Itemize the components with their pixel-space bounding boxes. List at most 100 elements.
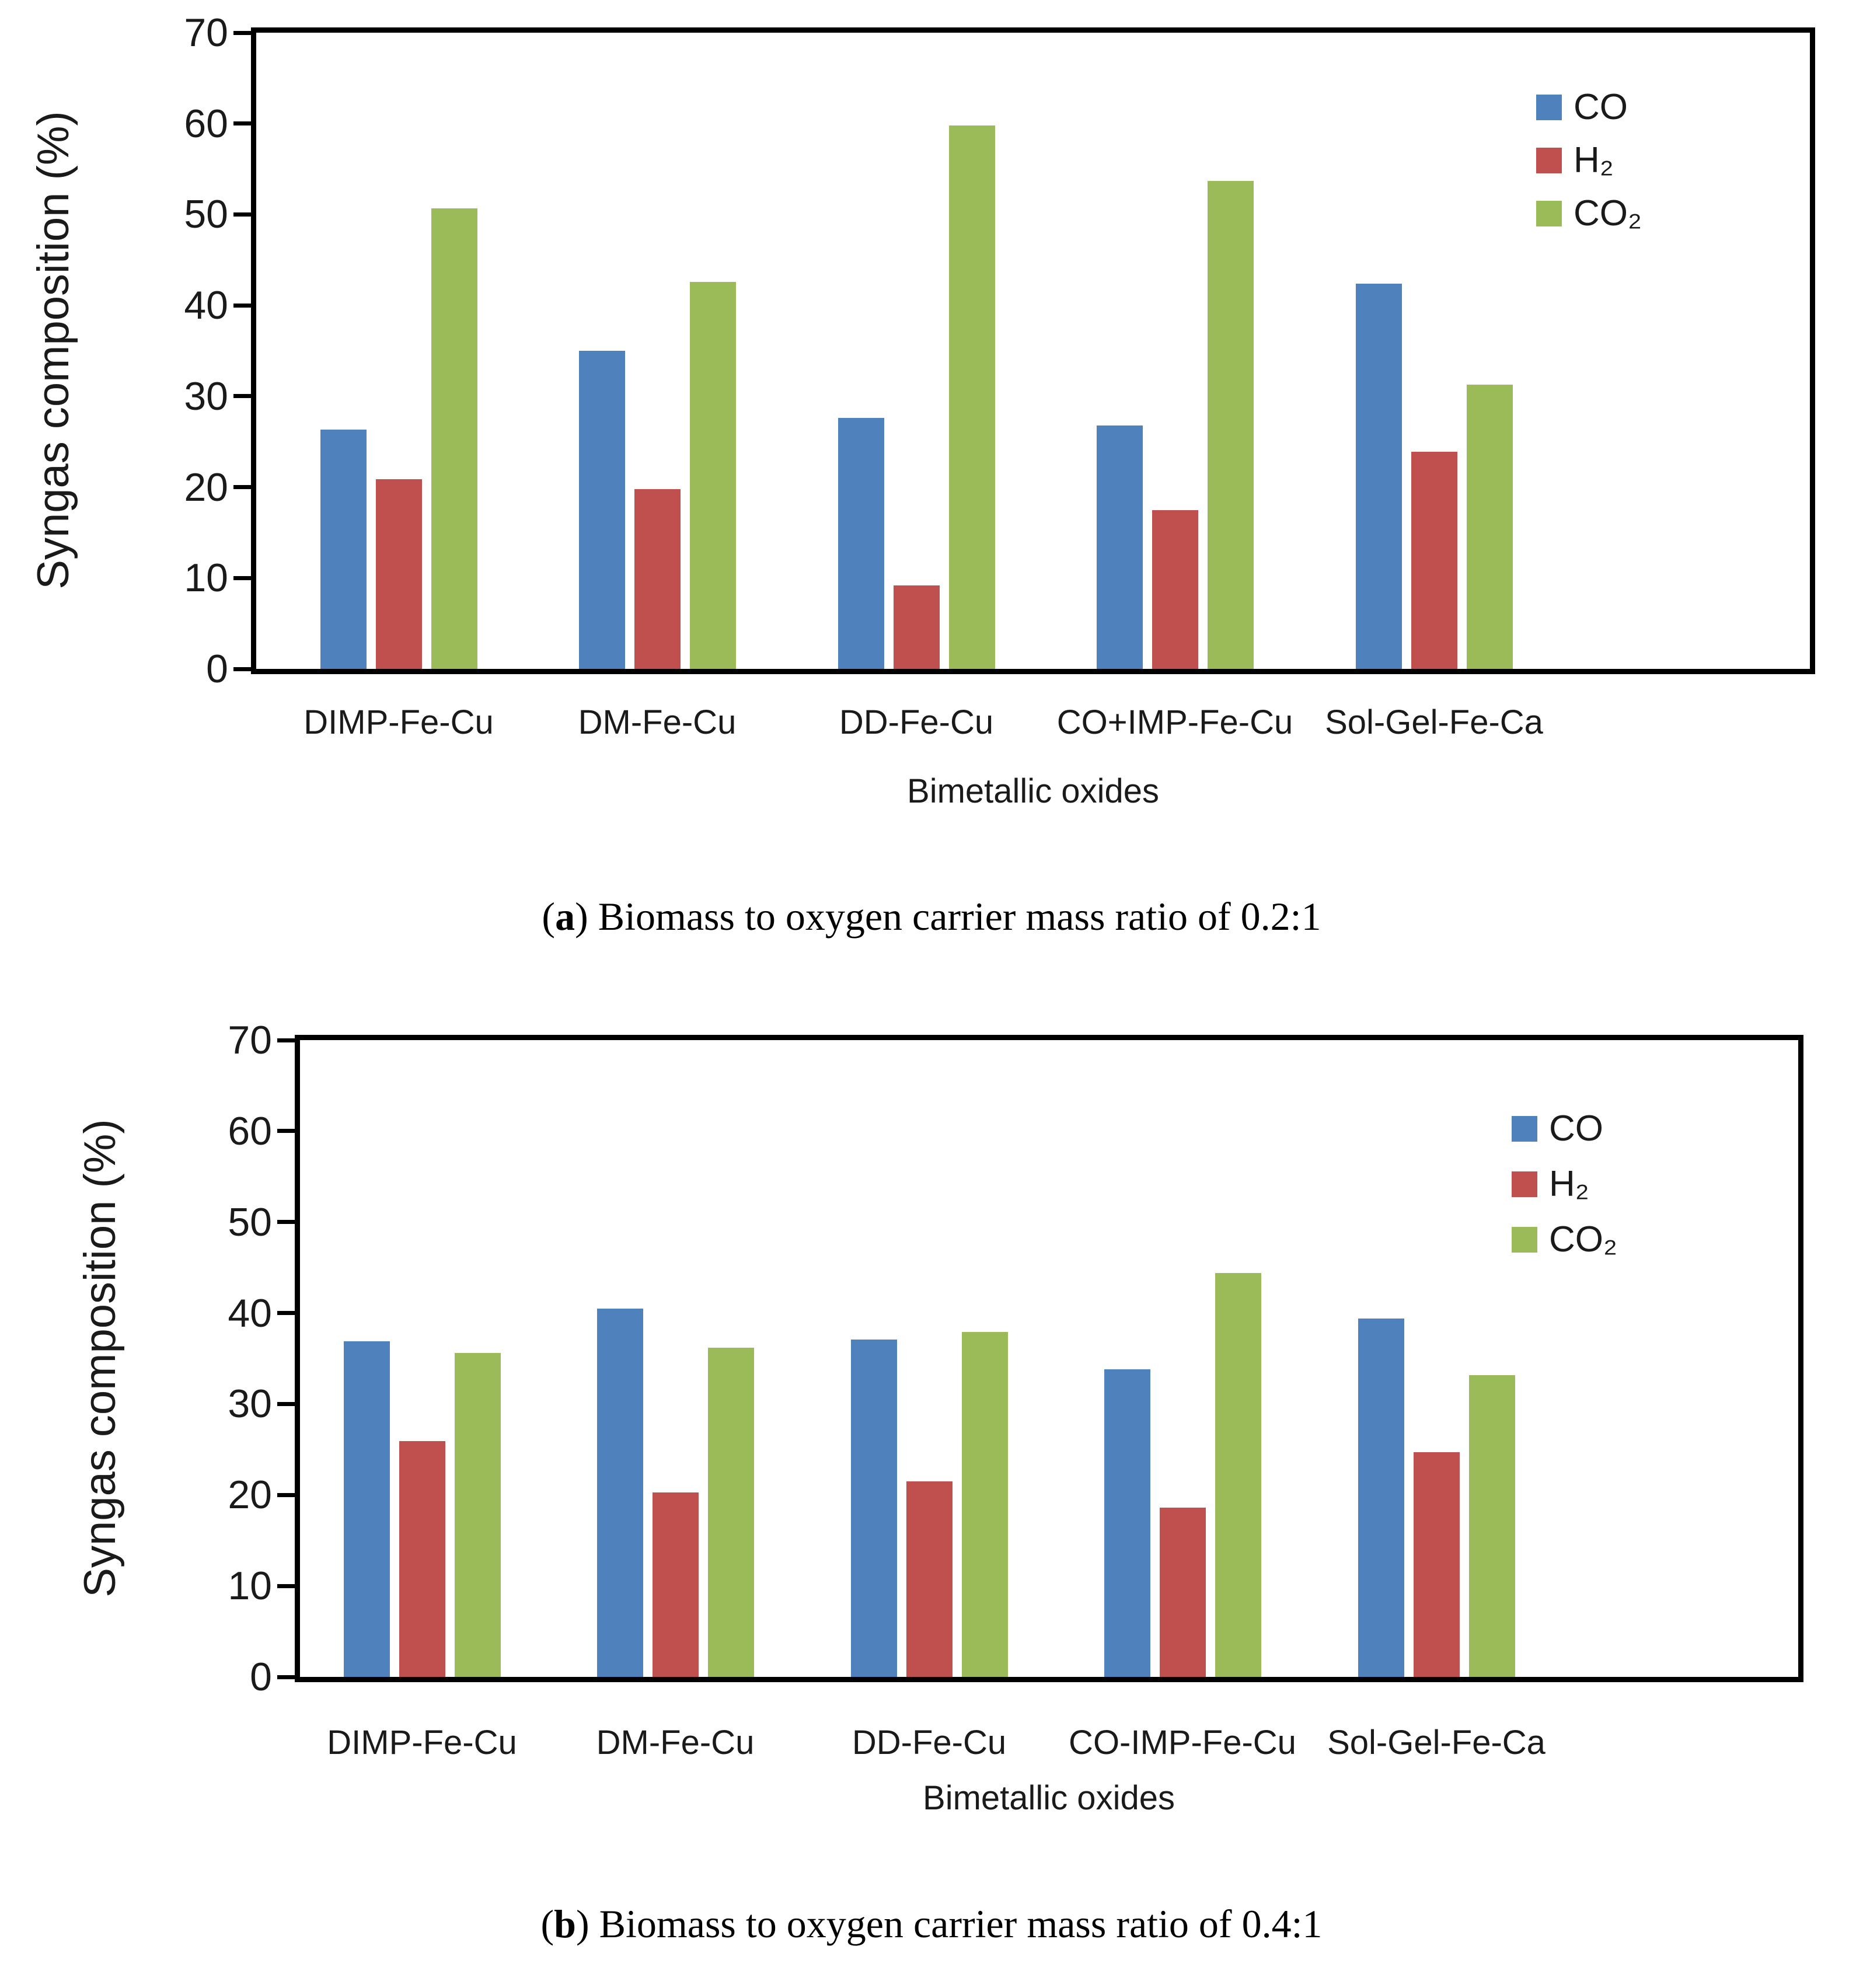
legend-swatch-icon [1512,1226,1537,1253]
y-tick-label: 50 [184,192,228,237]
y-tick-mark [233,303,251,308]
bar-b-series0-cat1 [596,1308,643,1677]
legend-swatch-icon [1536,94,1562,120]
panel-caption: (b) Biomass to oxygen carrier mass ratio… [0,1902,1863,1946]
legend-label: H₂ [1574,139,1614,180]
x-category-label: DM-Fe-Cu [596,1724,755,1762]
y-tick-mark [233,667,251,671]
bar-a-series0-cat0 [320,430,367,669]
bar-b-series2-cat0 [454,1353,501,1677]
legend-swatch-icon [1512,1115,1537,1142]
legend: CO H₂ CO₂ [1512,1101,1617,1267]
y-tick-label: 60 [228,1108,272,1153]
panel-caption: (a) Biomass to oxygen carrier mass ratio… [0,894,1863,939]
y-tick-label: 20 [228,1473,272,1518]
bar-b-series1-cat0 [399,1441,445,1677]
x-category-label: DIMP-Fe-Cu [327,1724,517,1762]
bar-a-series2-cat0 [431,208,477,669]
y-tick-label: 50 [228,1199,272,1244]
caption-open-paren: ( [540,1902,554,1946]
legend-label: CO₂ [1549,1219,1618,1260]
y-tick-label: 0 [206,647,228,691]
legend-row: CO [1536,81,1642,134]
bar-a-series1-cat4 [1411,451,1457,669]
bar-a-series1-cat3 [1152,510,1198,669]
y-tick-mark [277,1220,295,1225]
legend-label: CO [1574,86,1628,127]
legend-swatch-icon [1536,200,1562,226]
legend-label: CO [1549,1108,1603,1149]
x-axis-title: Bimetallic oxides [923,1779,1175,1817]
y-tick-label: 20 [184,465,228,510]
bar-a-series0-cat3 [1096,425,1143,669]
bar-a-series0-cat2 [838,418,884,669]
y-tick-mark [277,1129,295,1133]
bar-b-series0-cat3 [1104,1369,1150,1677]
y-tick-mark [277,1492,295,1497]
y-tick-mark [233,485,251,490]
y-tick-mark [277,1401,295,1406]
legend-label: CO₂ [1574,193,1642,233]
y-tick-label: 60 [184,101,228,146]
y-tick-mark [277,1311,295,1316]
y-tick-label: 40 [184,283,228,328]
x-category-label: Sol-Gel-Fe-Ca [1325,703,1543,741]
y-tick-mark [277,1038,295,1042]
y-tick-mark [233,121,251,126]
y-tick-label: 70 [228,1018,272,1062]
bar-a-series0-cat4 [1355,283,1402,669]
y-tick-mark [277,1584,295,1588]
bar-b-series0-cat2 [850,1339,897,1677]
y-tick-label: 10 [228,1564,272,1609]
y-axis-title: Syngas composition (%) [75,1119,125,1598]
bar-b-series1-cat3 [1159,1508,1206,1677]
y-tick-mark [277,1675,295,1679]
x-category-label: Sol-Gel-Fe-Ca [1327,1724,1545,1762]
bar-a-series1-cat2 [893,585,940,669]
y-tick-mark [233,30,251,35]
caption-letter: b [554,1902,576,1946]
legend-row: CO₂ [1512,1212,1617,1267]
legend-row: H₂ [1536,134,1642,187]
legend-swatch-icon [1512,1171,1537,1197]
bar-a-series1-cat0 [375,479,422,669]
y-tick-label: 0 [250,1655,272,1699]
x-category-label: CO-IMP-Fe-Cu [1069,1724,1296,1762]
y-tick-label: 10 [184,556,228,601]
bar-a-series2-cat3 [1207,180,1254,669]
x-category-label: DM-Fe-Cu [578,703,737,741]
x-category-label: DD-Fe-Cu [839,703,994,741]
y-tick-mark [233,394,251,399]
bar-b-series0-cat4 [1358,1318,1404,1677]
bar-b-series2-cat3 [1215,1273,1261,1677]
y-tick-label: 70 [184,11,228,55]
y-tick-label: 40 [228,1291,272,1335]
legend-swatch-icon [1536,147,1562,173]
y-tick-mark [233,576,251,580]
legend-row: CO₂ [1536,187,1642,240]
bar-a-series1-cat1 [634,489,681,669]
caption-text: ) Biomass to oxygen carrier mass ratio o… [575,894,1321,939]
bar-b-series1-cat4 [1413,1452,1460,1677]
legend-row: H₂ [1512,1156,1617,1212]
caption-open-paren: ( [542,894,556,939]
bar-a-series2-cat2 [948,125,995,669]
bar-b-series1-cat1 [652,1492,699,1677]
bar-b-series2-cat1 [707,1347,754,1677]
bar-b-series2-cat2 [961,1332,1008,1677]
caption-text: ) Biomass to oxygen carrier mass ratio o… [575,1902,1323,1946]
bar-b-series2-cat4 [1468,1375,1515,1677]
x-axis-title: Bimetallic oxides [907,772,1159,810]
legend-row: CO [1512,1101,1617,1156]
y-tick-label: 30 [228,1382,272,1427]
bar-a-series2-cat4 [1466,384,1513,669]
x-category-label: CO+IMP-Fe-Cu [1056,703,1293,741]
plot-area: 0 10 20 30 40 50 60 70 CO H₂ CO₂ [184,13,1815,689]
bar-b-series1-cat2 [906,1481,953,1677]
bar-a-series2-cat1 [689,281,736,669]
y-axis-title: Syngas composition (%) [29,111,78,590]
y-tick-mark [233,212,251,217]
